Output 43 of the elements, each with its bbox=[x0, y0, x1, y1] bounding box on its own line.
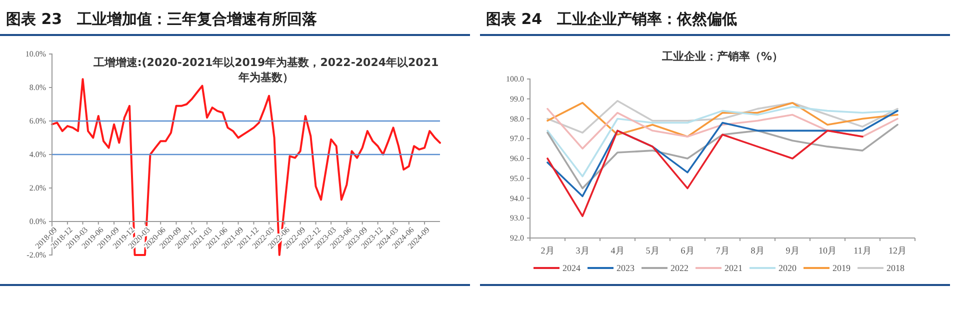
x-tick-label: 12月 bbox=[888, 246, 906, 256]
legend-label: 2019 bbox=[832, 263, 851, 273]
legend-label: 2023 bbox=[616, 263, 635, 273]
y-tick-label: 93.0 bbox=[510, 214, 524, 223]
y-tick-label: 6.0% bbox=[29, 116, 46, 126]
x-tick-label: 9月 bbox=[786, 246, 800, 256]
line-series bbox=[546, 130, 864, 218]
text: 工增增速:(2020-2021年以2019年为基数，2022-2024年以2021年为基数） bbox=[92, 56, 439, 84]
x-tick-label: 11月 bbox=[854, 246, 872, 256]
y-tick-label: 98.0 bbox=[510, 114, 524, 124]
chart-title: 图表 23 工业增加值：三年复合增速有所回落 bbox=[6, 10, 318, 28]
legend-label: 2021 bbox=[724, 263, 742, 273]
x-tick-label: 4月 bbox=[610, 246, 624, 256]
x-tick-label: 6月 bbox=[680, 246, 694, 256]
line-series bbox=[546, 124, 898, 190]
y-tick-label: 2.0% bbox=[29, 184, 46, 193]
y-tick-label: 0.0% bbox=[29, 217, 46, 226]
x-tick-label: 8月 bbox=[750, 246, 764, 256]
line-series bbox=[546, 110, 898, 198]
y-tick-label: 92.0 bbox=[510, 234, 524, 243]
chart-subtitle: 工业企业：产销率（%） bbox=[660, 50, 784, 63]
x-tick-label: 2月 bbox=[540, 246, 554, 256]
y-tick-label: 4.0% bbox=[29, 150, 46, 160]
x-tick-label: 3月 bbox=[576, 246, 590, 256]
y-tick-label: 99.0 bbox=[510, 94, 524, 104]
legend-label: 2020 bbox=[778, 263, 797, 273]
y-tick-label: 94.0 bbox=[510, 194, 524, 203]
x-tick-label: 5月 bbox=[646, 246, 660, 256]
legend-label: 2018 bbox=[886, 263, 905, 273]
x-tick-label: 10月 bbox=[818, 246, 836, 256]
legend-label: 2024 bbox=[562, 263, 581, 273]
y-tick-label: 97.0 bbox=[510, 134, 524, 144]
y-tick-label: 10.0% bbox=[25, 50, 46, 59]
y-tick-label: 100.0 bbox=[506, 74, 524, 84]
chart-title: 图表 24 工业企业产销率：依然偏低 bbox=[486, 10, 738, 28]
y-tick-label: 96.0 bbox=[510, 154, 524, 164]
y-tick-label: -2.0% bbox=[26, 250, 46, 260]
y-tick-label: 95.0 bbox=[510, 174, 524, 183]
legend-label: 2022 bbox=[670, 263, 688, 273]
y-tick-label: 8.0% bbox=[29, 83, 46, 92]
x-tick-label: 7月 bbox=[716, 246, 730, 256]
line-series bbox=[546, 106, 898, 178]
line-series bbox=[546, 108, 898, 150]
